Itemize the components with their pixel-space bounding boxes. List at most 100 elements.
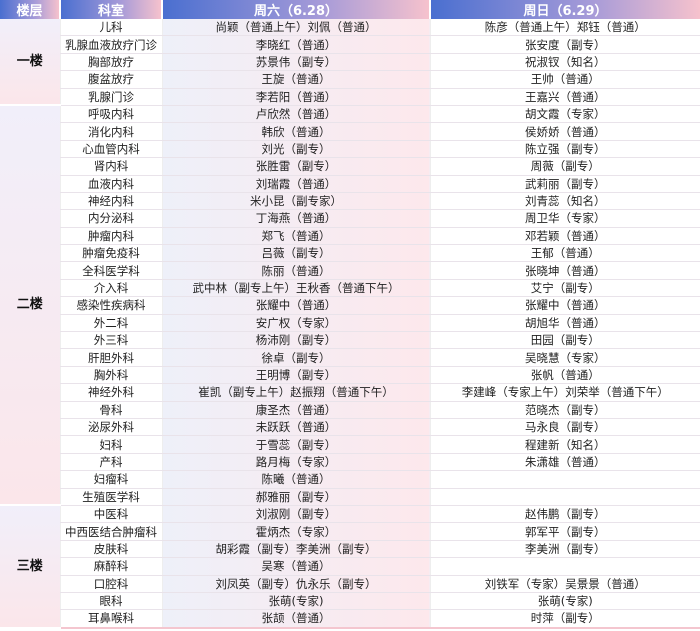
sunday-cell: 侯娇娇（普通）	[429, 122, 700, 141]
sunday-cell: 祝淑钗（知名）	[429, 53, 700, 72]
saturday-cell: 杨沛刚（副专）	[161, 331, 430, 350]
table-row: 乳腺血液放疗门诊 李晓红（普通） 张安度（副专）	[0, 35, 700, 54]
sunday-cell	[429, 557, 700, 576]
saturday-cell: 郑飞（普通）	[161, 227, 430, 246]
saturday-cell: 刘凤英（副专）仇永乐（副专）	[161, 575, 430, 593]
dept-cell: 妇瘤科	[59, 470, 162, 489]
table-row: 妇瘤科 陈曦（普通）	[0, 470, 700, 489]
dept-cell: 全科医学科	[59, 261, 162, 280]
table-row: 消化内科 韩欣（普通） 侯娇娇（普通）	[0, 122, 700, 141]
table-row: 血液内科 刘瑞霞（普通） 武莉丽（副专）	[0, 175, 700, 193]
sunday-cell: 朱潇雄（普通）	[429, 453, 700, 472]
table-row: 麻醉科 吴寒（普通）	[0, 557, 700, 576]
saturday-cell: 丁海燕（普通）	[161, 209, 430, 228]
dept-cell: 骨科	[59, 401, 162, 419]
table-row: 骨科 康圣杰（普通） 范晓杰（副专）	[0, 401, 700, 419]
saturday-cell: 张萌(专家)	[161, 592, 430, 611]
table-row: 一楼 儿科 尚颖（普通上午）刘佩（普通） 陈彦（普通上午）郑钰（普通）	[0, 19, 700, 107]
dept-cell: 耳鼻喉科	[59, 609, 162, 629]
sunday-cell: 郭军平（副专）	[429, 522, 700, 541]
sunday-cell: 张耀中（普通）	[429, 296, 700, 315]
table-row: 腹盆放疗 王旋（普通） 王帅（普通）	[0, 70, 700, 89]
dept-cell: 胸外科	[59, 366, 162, 385]
table-row: 乳腺门诊 李若阳（普通） 王嘉兴（普通）	[0, 88, 700, 106]
floor-label: 三楼	[0, 505, 60, 629]
header-saturday: 周六（6.28）	[162, 0, 431, 19]
saturday-cell: 陈曦（普通）	[161, 470, 430, 489]
sunday-cell: 赵伟鹏（副专）	[429, 505, 700, 524]
table-row: 妇科 于雪蕊（副专） 程建新（知名）	[0, 435, 700, 454]
saturday-cell: 徐卓（副专）	[161, 348, 430, 367]
saturday-cell: 崔凯（副专上午）赵振翔（普通下午）	[161, 383, 430, 402]
schedule-body: 一楼 儿科 尚颖（普通上午）刘佩（普通） 陈彦（普通上午）郑钰（普通） 乳腺血液放疗门诊…	[0, 19, 700, 629]
sunday-cell: 范晓杰（副专）	[429, 401, 700, 419]
dept-cell: 皮肤科	[59, 540, 162, 559]
header-floor: 楼层	[0, 0, 61, 19]
saturday-cell: 韩欣（普通）	[161, 122, 430, 141]
sunday-cell: 王帅（普通）	[429, 70, 700, 89]
table-row: 介入科 武中林（副专上午）王秋香（普通下午） 艾宁（副专）	[0, 279, 700, 298]
sunday-cell: 刘青蕊（知名）	[429, 192, 700, 211]
table-row: 泌尿外科 未跃跃（普通） 马永良（副专）	[0, 418, 700, 437]
table-row: 内分泌科 丁海燕（普通） 周卫华（专家）	[0, 209, 700, 228]
sunday-cell: 张安度（副专）	[429, 35, 700, 54]
dept-cell: 血液内科	[59, 175, 162, 193]
dept-cell: 妇科	[59, 435, 162, 454]
table-row: 二楼 呼吸内科 卢欣然（普通） 胡文霞（专家）	[0, 105, 700, 507]
sunday-cell: 胡文霞（专家）	[429, 105, 700, 124]
dept-cell: 神经内科	[59, 192, 162, 211]
saturday-cell: 路月梅（专家）	[161, 453, 430, 472]
sunday-cell: 吴晓慧（专家）	[429, 348, 700, 367]
saturday-cell: 卢欣然（普通）	[161, 105, 430, 124]
sunday-cell: 李美洲（副专）	[429, 540, 700, 559]
table-row: 肾内科 张胜雷（副专） 周薇（副专）	[0, 157, 700, 176]
saturday-cell: 李晓红（普通）	[161, 35, 430, 54]
dept-cell: 外二科	[59, 314, 162, 333]
sunday-cell: 周卫华（专家）	[429, 209, 700, 228]
sunday-cell: 张萌(专家)	[429, 592, 700, 611]
table-row: 神经内科 米小昆（副专家） 刘青蕊（知名）	[0, 192, 700, 211]
dept-cell: 泌尿外科	[59, 418, 162, 437]
sunday-cell: 胡旭华（普通）	[429, 314, 700, 333]
dept-cell: 乳腺血液放疗门诊	[59, 35, 162, 54]
table-row: 中西医结合肿瘤科 霍炳杰（专家） 郭军平（副专）	[0, 522, 700, 541]
dept-cell: 肿瘤免疫科	[59, 244, 162, 263]
saturday-cell: 吕薇（副专）	[161, 244, 430, 263]
saturday-cell: 刘光（副专）	[161, 140, 430, 159]
saturday-cell: 李若阳（普通）	[161, 88, 430, 106]
sunday-cell: 张帆（普通）	[429, 366, 700, 385]
floor-label: 一楼	[0, 19, 60, 107]
sunday-cell: 程建新（知名）	[429, 435, 700, 454]
saturday-cell: 于雪蕊（副专）	[161, 435, 430, 454]
sunday-cell: 刘铁军（专家）吴景景（普通）	[429, 575, 700, 593]
sunday-cell	[429, 488, 700, 506]
dept-cell: 呼吸内科	[59, 105, 162, 124]
saturday-cell: 张颉（普通）	[161, 609, 430, 629]
dept-cell: 消化内科	[59, 122, 162, 141]
dept-cell: 感染性疾病科	[59, 296, 162, 315]
sunday-cell: 王郁（普通）	[429, 244, 700, 263]
dept-cell: 神经外科	[59, 383, 162, 402]
sunday-cell: 陈立强（副专）	[429, 140, 700, 159]
table-row: 全科医学科 陈丽（普通） 张晓坤（普通）	[0, 261, 700, 280]
dept-cell: 肿瘤内科	[59, 227, 162, 246]
table-row: 皮肤科 胡彩霞（副专）李美洲（副专） 李美洲（副专）	[0, 540, 700, 559]
saturday-cell: 胡彩霞（副专）李美洲（副专）	[161, 540, 430, 559]
table-row: 生殖医学科 郝雅丽（副专）	[0, 488, 700, 506]
table-row: 心血管内科 刘光（副专） 陈立强（副专）	[0, 140, 700, 159]
saturday-cell: 陈丽（普通）	[161, 261, 430, 280]
dept-cell: 腹盆放疗	[59, 70, 162, 89]
sunday-cell: 李建峰（专家上午）刘荣举（普通下午）	[429, 383, 700, 402]
saturday-cell: 安广权（专家）	[161, 314, 430, 333]
dept-cell: 口腔科	[59, 575, 162, 593]
dept-cell: 儿科	[59, 19, 162, 37]
saturday-cell: 苏景伟（副专）	[161, 53, 430, 72]
dept-cell: 产科	[59, 453, 162, 472]
header-sunday: 周日（6.29）	[430, 0, 700, 19]
saturday-cell: 刘淑刚（副专）	[161, 505, 430, 524]
sunday-cell: 马永良（副专）	[429, 418, 700, 437]
table-row: 肿瘤内科 郑飞（普通） 邓若颖（普通）	[0, 227, 700, 246]
saturday-cell: 武中林（副专上午）王秋香（普通下午）	[161, 279, 430, 298]
table-row: 肿瘤免疫科 吕薇（副专） 王郁（普通）	[0, 244, 700, 263]
table-row: 耳鼻喉科 张颉（普通） 时萍（副专）	[0, 609, 700, 629]
